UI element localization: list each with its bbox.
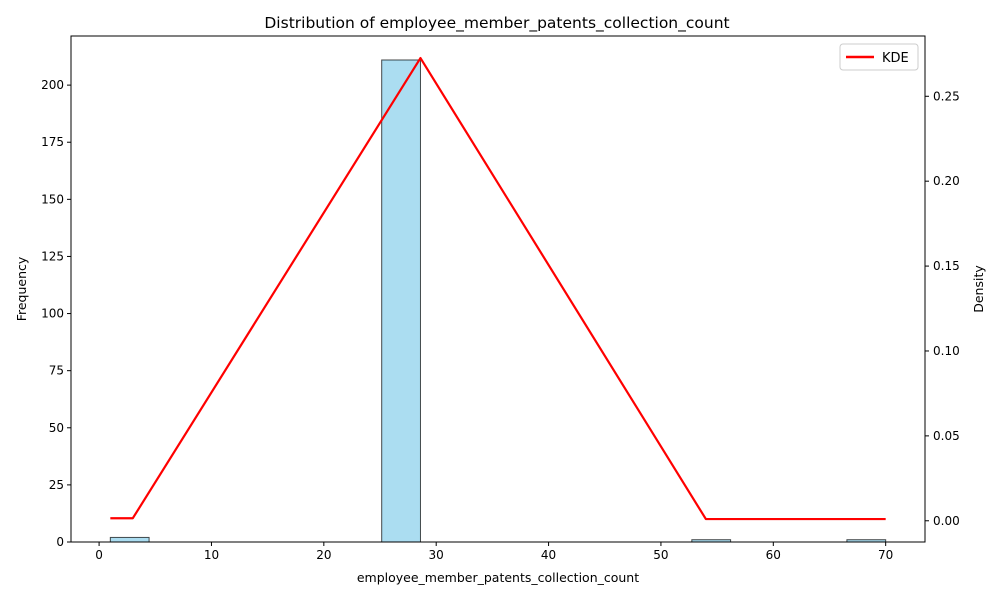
x-tick-label: 50 <box>653 548 668 562</box>
y2-axis-label: Density <box>971 265 986 313</box>
y-tick-label: 175 <box>41 135 64 149</box>
y2-tick-label: 0.15 <box>933 259 960 273</box>
y-tick-label: 25 <box>49 478 64 492</box>
kde-line-group <box>110 58 885 519</box>
y-tick-label: 150 <box>41 192 64 206</box>
plot-frame <box>71 36 925 542</box>
y-tick-label: 75 <box>49 364 64 378</box>
y2-tick-label: 0.25 <box>933 89 960 103</box>
x-tick-label: 40 <box>541 548 556 562</box>
y2-tick-label: 0.20 <box>933 174 960 188</box>
x-tick-label: 70 <box>878 548 893 562</box>
histogram-bars <box>110 60 885 542</box>
y-axis-right: 0.00 0.05 0.10 0.15 0.20 0.25 <box>925 89 960 527</box>
x-tick-label: 20 <box>316 548 331 562</box>
legend-kde-label: KDE <box>882 51 909 66</box>
legend: KDE <box>840 44 918 70</box>
histogram-bar <box>110 537 149 542</box>
y-tick-label: 50 <box>49 421 64 435</box>
y-tick-label: 200 <box>41 78 64 92</box>
y-tick-label: 0 <box>56 535 64 549</box>
x-tick-label: 30 <box>429 548 444 562</box>
x-axis: 0 10 20 30 40 50 60 70 <box>95 542 893 562</box>
x-tick-label: 0 <box>95 548 103 562</box>
y2-tick-label: 0.05 <box>933 429 960 443</box>
y-tick-label: 100 <box>41 307 64 321</box>
y2-tick-label: 0.10 <box>933 344 960 358</box>
x-axis-label: employee_member_patents_collection_count <box>357 570 639 585</box>
x-tick-label: 60 <box>766 548 781 562</box>
histogram-bar <box>382 60 421 542</box>
chart-title: Distribution of employee_member_patents_… <box>264 14 729 33</box>
x-tick-label: 10 <box>204 548 219 562</box>
kde-line <box>110 58 885 519</box>
y-axis-label: Frequency <box>14 256 29 321</box>
y-axis-left: 0 25 50 75 100 125 150 175 200 <box>41 78 71 549</box>
y2-tick-label: 0.00 <box>933 514 960 528</box>
y-tick-label: 125 <box>41 249 64 263</box>
